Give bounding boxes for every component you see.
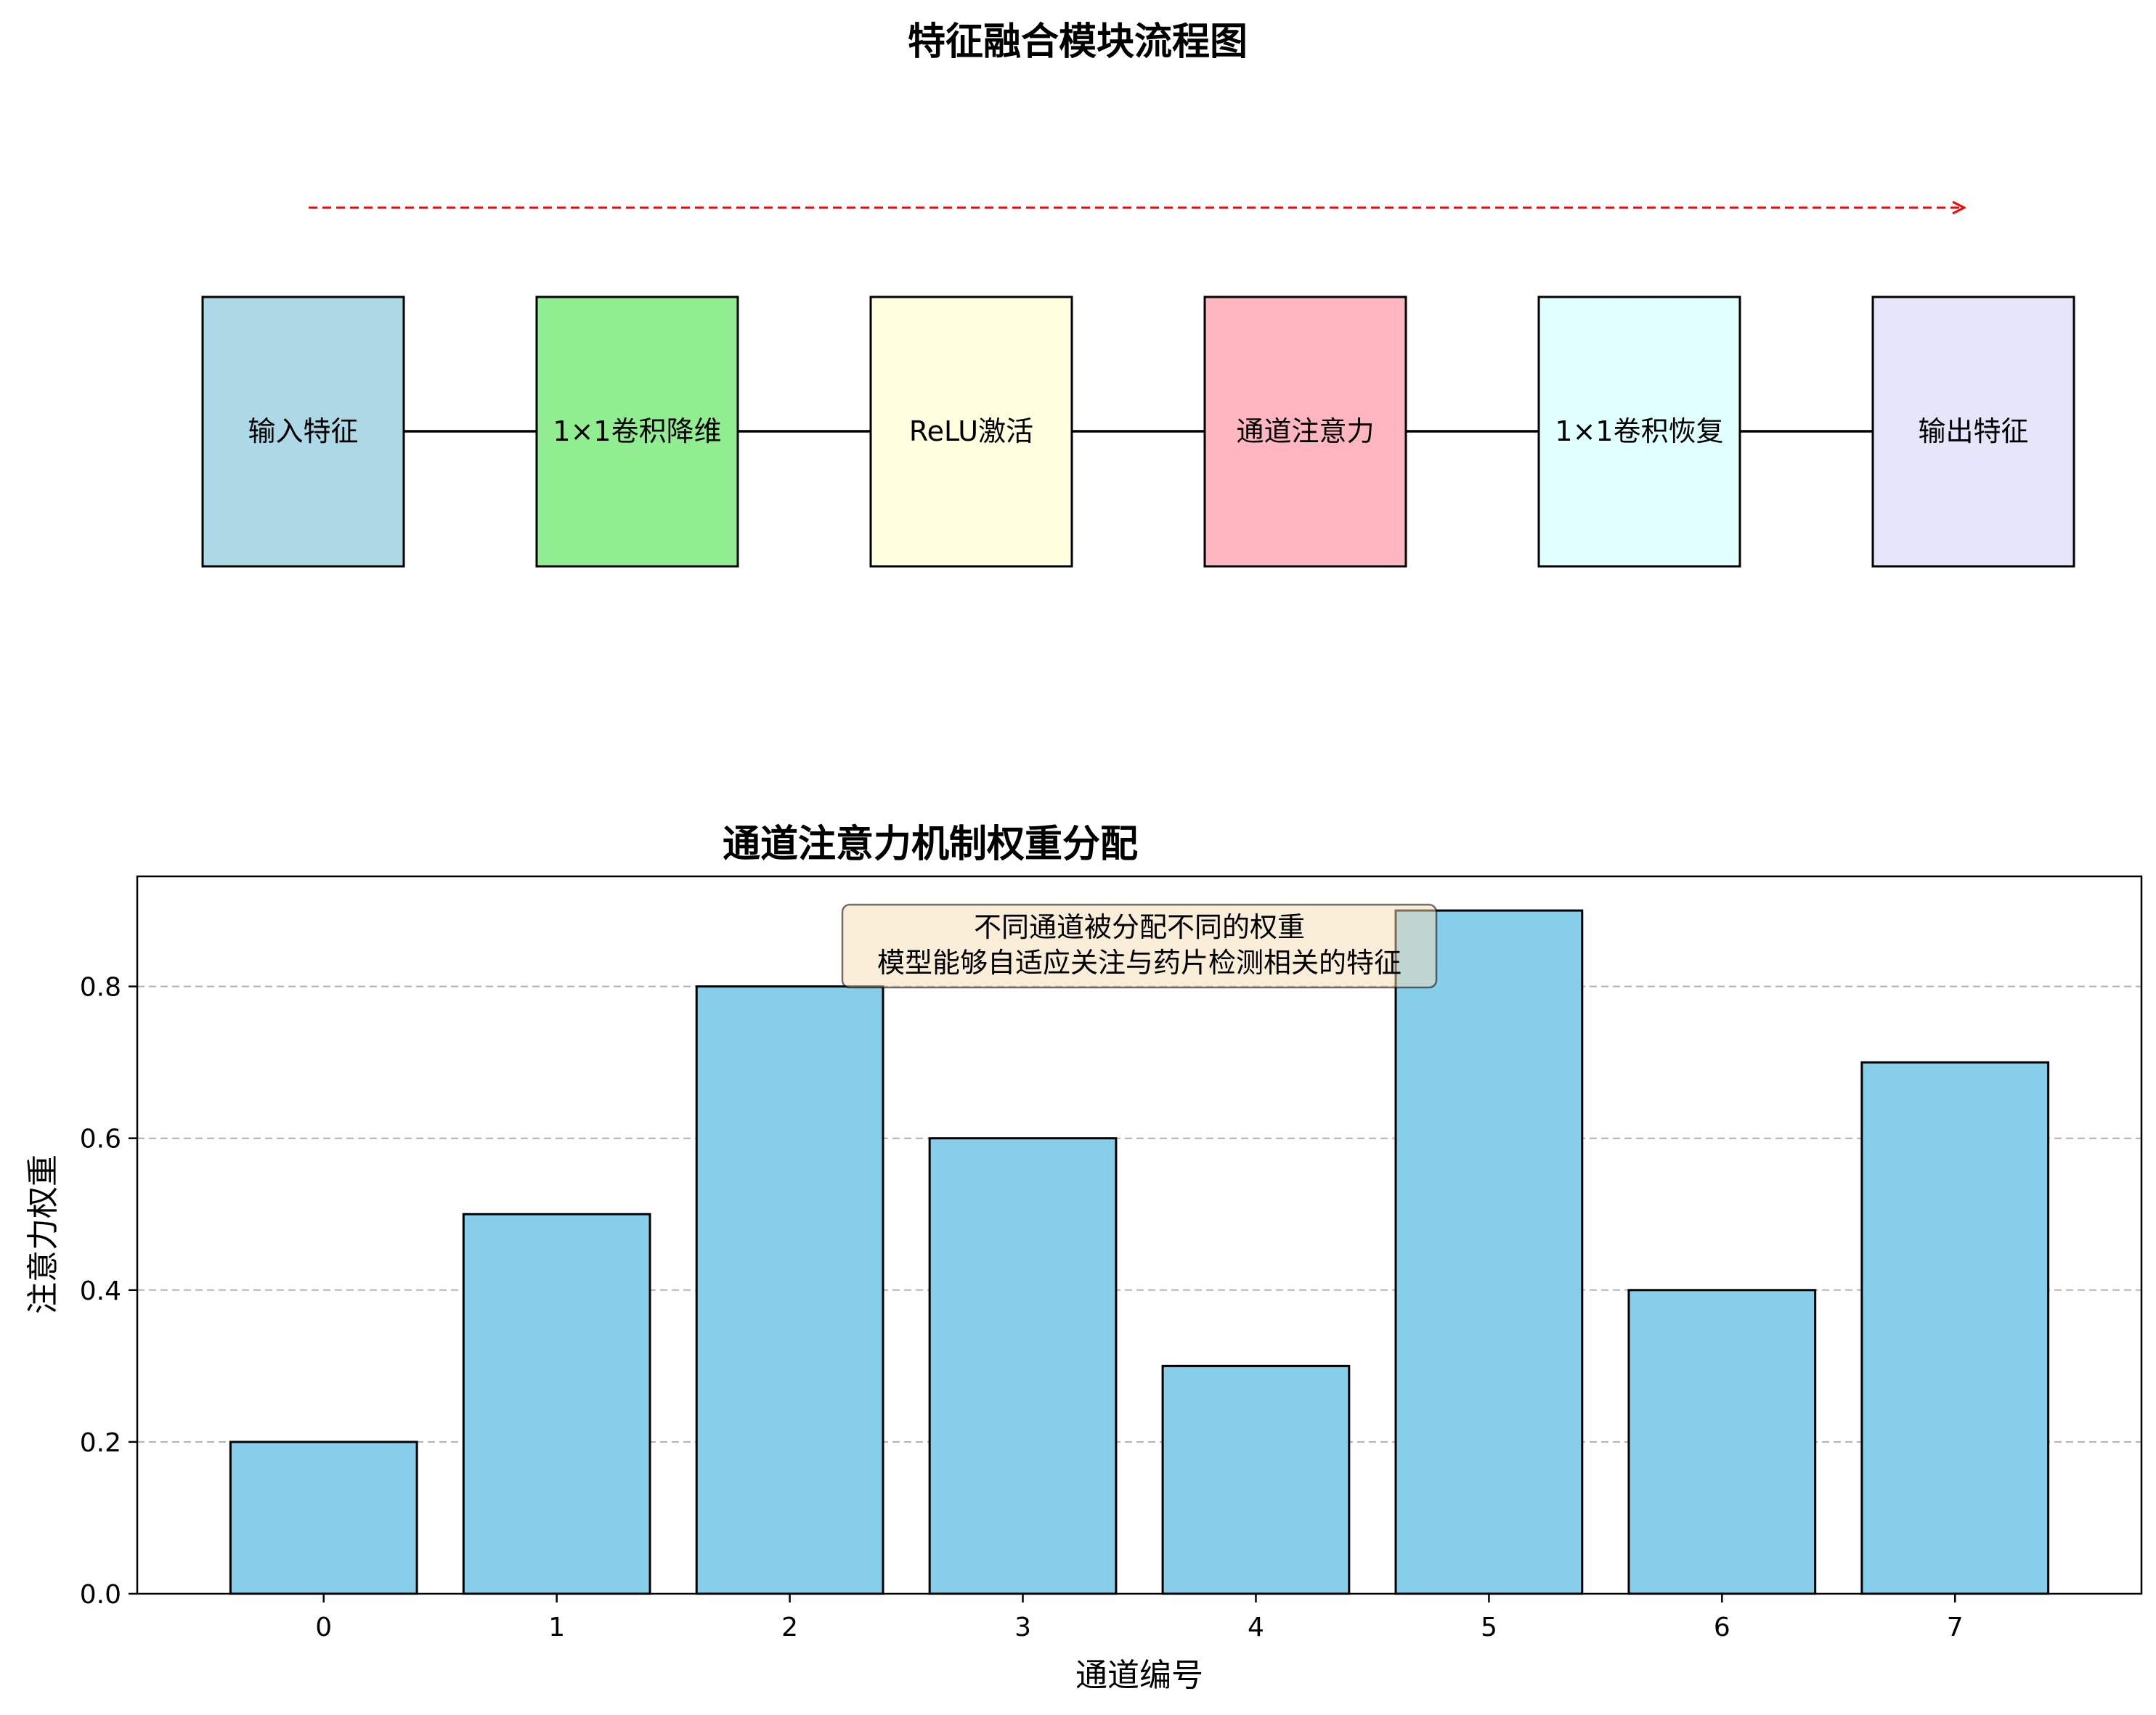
flow-box-2: [869, 296, 1073, 568]
chart-title: 通道注意力机制权重分配: [723, 823, 1138, 866]
x-tick-label-4: 4: [1248, 1613, 1264, 1642]
x-tick-label-0: 0: [315, 1613, 332, 1642]
annotation-background: [841, 903, 1438, 989]
bar-channel-4: [1161, 1364, 1351, 1595]
x-tick-label-5: 5: [1481, 1613, 1497, 1642]
flow-box-label-3: 通道注意力: [1236, 415, 1374, 447]
x-axis-ticks: 0 1 2 3 4 5 6 7: [315, 1594, 1964, 1642]
bar-channel-5: [1394, 909, 1584, 1595]
y-tick-label-4: 0.8: [80, 973, 121, 1003]
x-tick-label-6: 6: [1714, 1613, 1730, 1642]
flow-box-1: [535, 296, 739, 568]
y-gridlines: [137, 985, 2141, 1443]
flow-box-label-2: ReLU激活: [909, 415, 1033, 447]
y-axis-label: 注意力权重: [25, 1154, 62, 1314]
flow-title: 特征融合模块流程图: [908, 20, 1248, 64]
bars: [229, 909, 2050, 1595]
x-axis-label: 通道编号: [1075, 1657, 1203, 1694]
flow-steps: 输入特征 1×1卷积降维 ReLU激活 通道注意力 1×1卷积恢复 输出特征: [201, 296, 2075, 568]
flow-box-0: [201, 296, 405, 568]
x-tick-label-7: 7: [1947, 1613, 1964, 1642]
y-tick-label-3: 0.6: [80, 1125, 121, 1154]
bar-channel-2: [695, 985, 884, 1595]
flow-box-label-0: 输入特征: [248, 415, 358, 447]
annotation-line-1: 不同通道被分配不同的权重: [974, 911, 1305, 943]
x-tick-label-3: 3: [1014, 1613, 1031, 1642]
x-tick-label-2: 2: [781, 1613, 798, 1642]
annotation-line-2: 模型能够自适应关注与药片检测相关的特征: [877, 947, 1402, 979]
y-tick-label-0: 0.0: [80, 1580, 121, 1610]
plot-frame: [136, 875, 2143, 1595]
bar-channel-7: [1860, 1061, 2050, 1595]
flow-box-label-4: 1×1卷积恢复: [1555, 415, 1723, 447]
y-tick-label-2: 0.4: [80, 1276, 121, 1306]
bar-channel-1: [462, 1213, 651, 1595]
flow-box-4: [1537, 296, 1741, 568]
y-axis-ticks: 0.0 0.2 0.4 0.6 0.8: [80, 973, 137, 1610]
bar-channel-3: [928, 1137, 1118, 1595]
y-tick-label-1: 0.2: [80, 1428, 121, 1458]
bar-channel-6: [1627, 1289, 1817, 1595]
flow-box-5: [1871, 296, 2075, 568]
flow-box-label-5: 输出特征: [1918, 415, 2028, 447]
bar-channel-0: [229, 1441, 418, 1595]
x-tick-label-1: 1: [548, 1613, 565, 1642]
flow-box-label-1: 1×1卷积降维: [553, 415, 721, 447]
annotation-box: 不同通道被分配不同的权重 模型能够自适应关注与药片检测相关的特征: [841, 903, 1438, 989]
flow-box-3: [1203, 296, 1407, 568]
